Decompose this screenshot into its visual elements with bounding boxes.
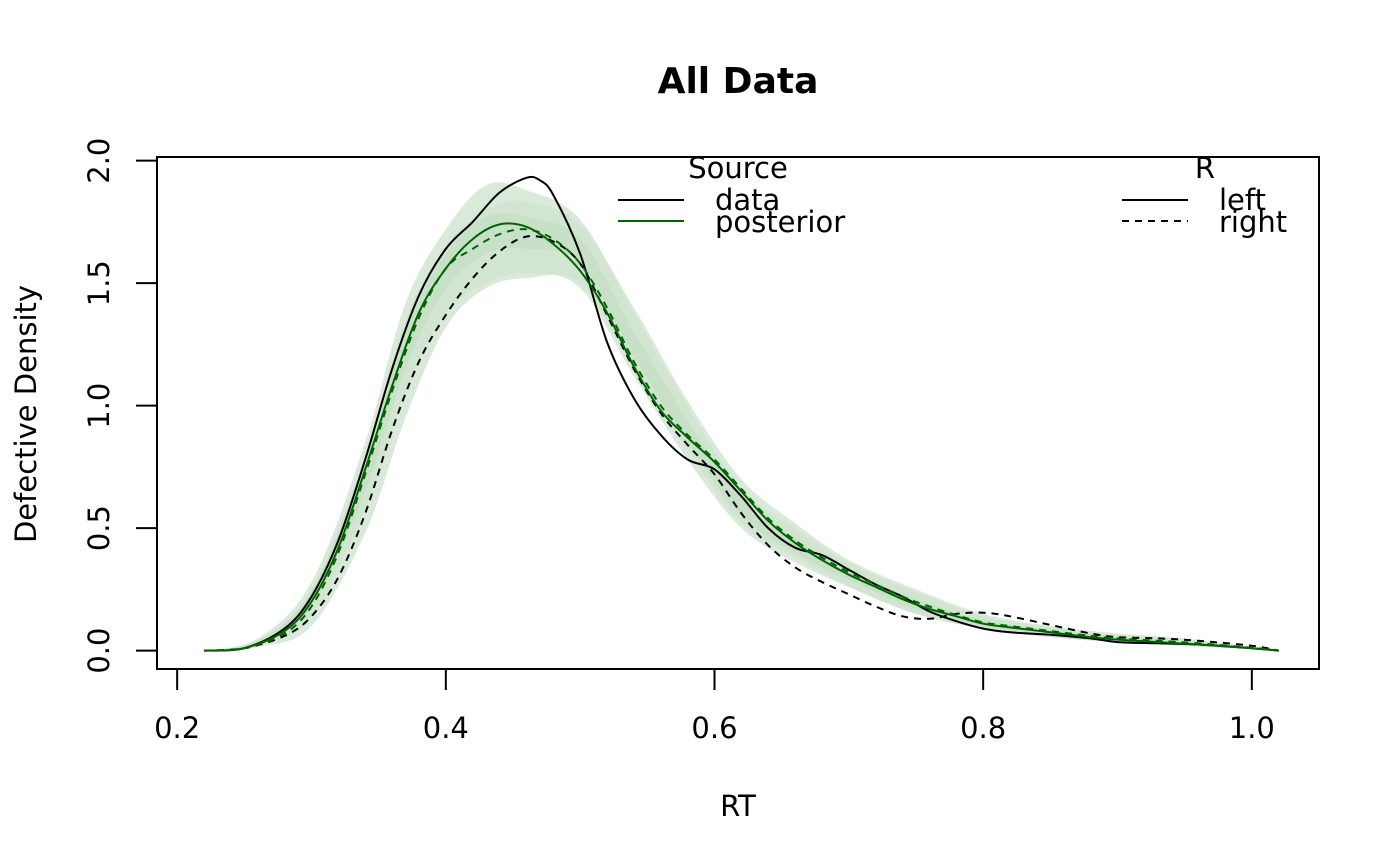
y-tick-label: 0.0 bbox=[82, 628, 116, 674]
line-posterior-right bbox=[203, 228, 1279, 652]
line-data-right bbox=[203, 235, 1279, 652]
legend-r: R left right bbox=[1122, 151, 1287, 239]
legend-source-posterior-label: posterior bbox=[715, 205, 845, 239]
legend-r-right-label: right bbox=[1219, 205, 1287, 239]
band-50-left bbox=[204, 213, 1279, 651]
x-tick-label: 0.2 bbox=[154, 711, 200, 745]
band-95-left bbox=[204, 182, 1279, 651]
x-tick-label: 1.0 bbox=[1229, 711, 1275, 745]
x-tick-label: 0.8 bbox=[960, 711, 1006, 745]
legend-r-left-label: left bbox=[1219, 183, 1266, 217]
line-data-left bbox=[203, 175, 1279, 652]
legend-source-data-label: data bbox=[715, 183, 780, 217]
x-axis-label: RT bbox=[720, 789, 756, 823]
y-tick-label: 1.0 bbox=[82, 383, 116, 429]
y-tick-label: 1.5 bbox=[82, 260, 116, 306]
chart-title: All Data bbox=[658, 61, 819, 102]
band-95-right bbox=[204, 201, 1279, 651]
legend-source: Source data posterior bbox=[618, 151, 845, 239]
density-lines bbox=[203, 175, 1279, 652]
plot-box bbox=[156, 156, 1320, 670]
x-tick-label: 0.4 bbox=[423, 711, 469, 745]
line-posterior-left bbox=[203, 222, 1279, 652]
x-tick-label: 0.6 bbox=[691, 711, 737, 745]
density-bands bbox=[204, 182, 1279, 651]
y-axis-label: Defective Density bbox=[9, 285, 43, 543]
legend-r-title: R bbox=[1195, 151, 1215, 185]
y-tick-label: 2.0 bbox=[82, 138, 116, 184]
legend-source-title: Source bbox=[688, 151, 788, 185]
y-tick-label: 0.5 bbox=[82, 505, 116, 551]
